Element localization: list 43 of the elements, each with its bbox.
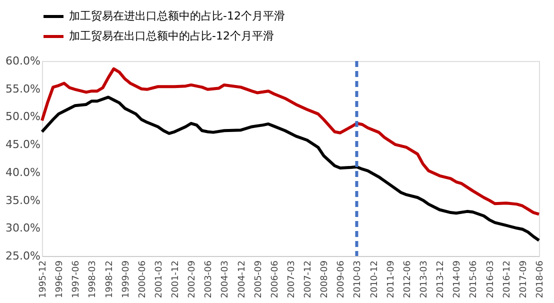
x-tick-label: 2005-09 xyxy=(254,260,264,298)
x-tick-label: 2000-06 xyxy=(138,260,148,298)
x-tick-label: 2017-09 xyxy=(518,260,529,298)
x-tick-label: 2002-09 xyxy=(188,260,198,298)
x-tick-label: 2010-12 xyxy=(370,260,380,298)
line-series xyxy=(40,96,540,242)
x-tick-label: 2006-06 xyxy=(270,260,280,298)
x-tick-label: 2013-12 xyxy=(436,260,446,298)
x-tick-label: 2007-03 xyxy=(286,260,297,298)
y-tick-label: 45.0% xyxy=(6,138,40,152)
x-tick-label: 1997-06 xyxy=(72,260,82,298)
x-tick-label: 2004-12 xyxy=(237,260,248,298)
x-tick-label: 2001-12 xyxy=(171,260,182,298)
x-tick-label: 2010-03 xyxy=(353,260,364,298)
x-tick-label: 1996-09 xyxy=(55,260,66,298)
y-tick-label: 60.0% xyxy=(6,54,40,68)
x-tick-label: 2009-06 xyxy=(336,260,347,298)
x-tick-label: 1995-12 xyxy=(38,260,48,298)
x-tick-label: 2007-12 xyxy=(304,260,314,298)
y-tick-label: 30.0% xyxy=(6,222,40,235)
legend-label: 加工贸易在出口总额中的占比-12个月平滑 xyxy=(69,30,274,42)
x-tick-label: 1998-03 xyxy=(88,260,98,298)
x-tick-label: 2001-03 xyxy=(154,260,164,298)
y-tick-label: 25.0% xyxy=(6,250,40,262)
x-tick-label: 2014-09 xyxy=(452,260,463,298)
legend-label: 加工贸易在进出口总额中的占比-12个月平滑 xyxy=(69,10,285,22)
x-tick-label: 2016-12 xyxy=(502,260,512,298)
x-tick-label: 1998-12 xyxy=(104,260,115,298)
x-tick-label: 2015-06 xyxy=(469,260,480,298)
x-tick-label: 1999-09 xyxy=(121,260,132,298)
y-tick-label: 55.0% xyxy=(6,82,40,96)
x-tick-label: 2011-09 xyxy=(386,260,396,298)
x-tick-label: 2003-06 xyxy=(204,260,214,298)
x-tick-label: 2008-09 xyxy=(320,260,330,298)
x-tick-label: 2018-06 xyxy=(536,260,546,298)
x-tick-label: 2004-03 xyxy=(220,260,231,298)
x-tick-label: 2012-06 xyxy=(402,260,413,298)
y-tick-label: 50.0% xyxy=(6,110,40,124)
x-tick-label: 2013-03 xyxy=(420,260,430,298)
y-tick-label: 35.0% xyxy=(6,194,40,207)
y-tick-label: 40.0% xyxy=(6,166,40,179)
x-tick-label: 2016-03 xyxy=(486,260,496,298)
line-series xyxy=(40,67,540,216)
